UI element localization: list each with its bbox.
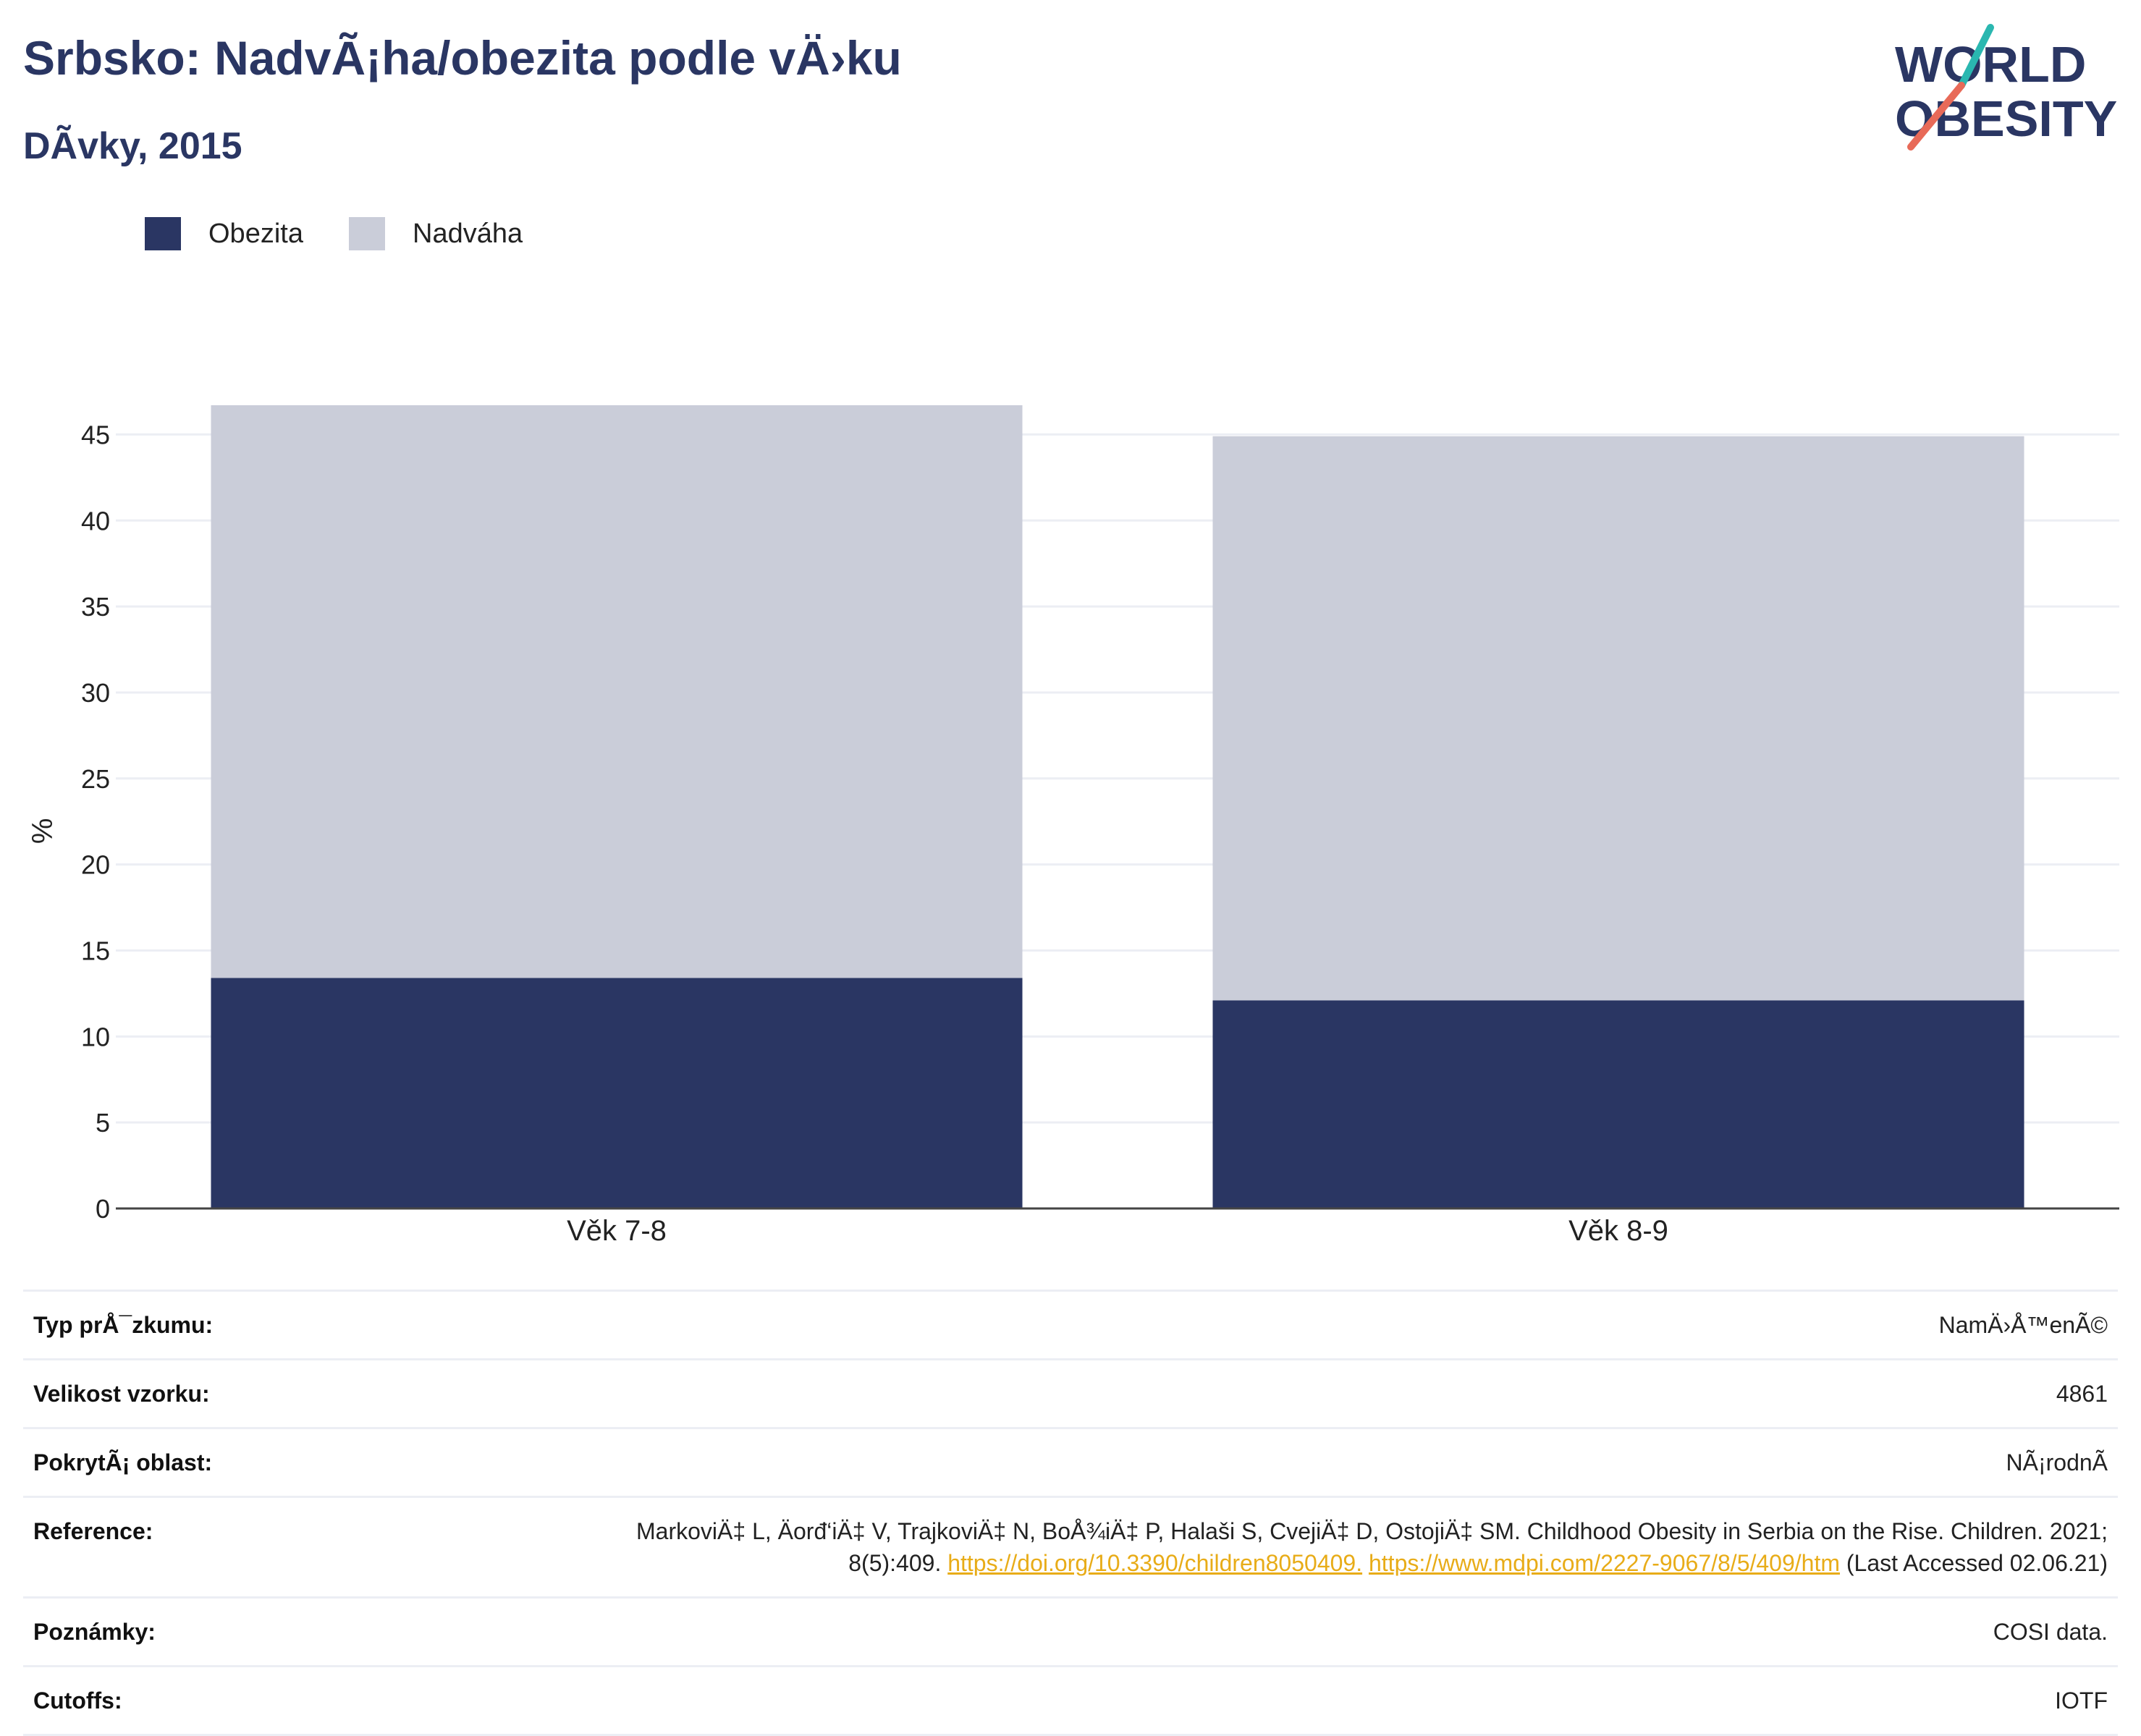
bar-nadvaha (211, 405, 1023, 978)
x-tick-label: Věk 7-8 (567, 1215, 667, 1247)
reference-text: MarkoviÄ‡ L, Äorđ‘iÄ‡ V, TrajkoviÄ‡ N, B… (636, 1518, 2108, 1576)
stacked-bar-chart: 0 5 10 15 20 25 30 35 40 45% Věk 7-8 Věk 8-9 (27, 405, 2119, 1247)
meta-row: PokrytÃ¡ oblast: NÃ¡rodnÃ­ (23, 1427, 2118, 1496)
bar-nadvaha (1212, 436, 2024, 1001)
bar-obezita (1212, 1000, 2024, 1208)
meta-row: Reference: MarkoviÄ‡ L, Äorđ‘iÄ‡ V, Trajk… (23, 1496, 2118, 1596)
y-tick-label: 20 (81, 850, 110, 880)
y-tick-label: 40 (81, 506, 110, 535)
meta-value: NamÄ›Å™enÃ© (1938, 1312, 2108, 1338)
meta-value: 4861 (2056, 1381, 2108, 1407)
y-tick-label: 35 (81, 592, 110, 622)
meta-row: Poznámky: COSI data. (23, 1596, 2118, 1665)
chart-subtitle: DÃ­vky, 2015 (23, 125, 242, 167)
meta-key: Cutoffs: (33, 1688, 122, 1714)
world-obesity-logo: WORLD OBESITY (1895, 24, 2117, 151)
reference-text: (Last Accessed 02.06.21) (1840, 1550, 2108, 1576)
metadata-table: Typ prÅ¯zkumu: NamÄ›Å™enÃ© Velikost vzorku… (23, 1290, 2118, 1736)
legend-item-nadvaha[interactable]: Nadváha (349, 216, 523, 252)
meta-key: Reference: (33, 1518, 153, 1544)
meta-row: Cutoffs: IOTF (23, 1665, 2118, 1736)
y-tick-label: 0 (96, 1194, 110, 1224)
svg-text:WORLD: WORLD (1895, 36, 2086, 93)
y-tick-label: 45 (81, 420, 110, 449)
x-tick-label: Věk 8-9 (1568, 1215, 1668, 1247)
meta-key: Velikost vzorku: (33, 1381, 210, 1407)
y-tick-label: 10 (81, 1022, 110, 1051)
y-tick-label: 15 (81, 936, 110, 965)
meta-key: Typ prÅ¯zkumu: (33, 1312, 214, 1338)
meta-key: PokrytÃ¡ oblast: (33, 1449, 213, 1475)
meta-key: Poznámky: (33, 1619, 156, 1645)
legend-swatch (349, 217, 385, 250)
meta-value: NÃ¡rodnÃ­ (2006, 1449, 2108, 1475)
y-tick-label: 30 (81, 678, 110, 708)
bar-obezita (211, 978, 1023, 1208)
meta-row: Typ prÅ¯zkumu: NamÄ›Å™enÃ© (23, 1290, 2118, 1358)
reference-link[interactable]: https://doi.org/10.3390/children8050409. (947, 1550, 1363, 1576)
legend-label: Nadváha (413, 218, 523, 249)
meta-value: COSI data. (1993, 1619, 2108, 1645)
legend-item-obezita[interactable]: Obezita (145, 216, 303, 252)
reference-text (1362, 1550, 1369, 1576)
y-axis-label: % (27, 818, 59, 844)
meta-value: MarkoviÄ‡ L, Äorđ‘iÄ‡ V, TrajkoviÄ‡ N, B… (588, 1515, 2108, 1579)
legend-swatch (145, 217, 181, 250)
svg-text:OBESITY: OBESITY (1895, 90, 2117, 147)
reference-link[interactable]: https://www.mdpi.com/2227-9067/8/5/409/h… (1368, 1550, 1840, 1576)
meta-row: Velikost vzorku: 4861 (23, 1358, 2118, 1427)
y-tick-label: 5 (96, 1108, 110, 1138)
y-tick-label: 25 (81, 764, 110, 794)
meta-value: IOTF (2055, 1688, 2108, 1714)
chart-title: Srbsko: NadvÃ¡ha/obezita podle vÄ›ku (23, 31, 902, 85)
legend-label: Obezita (208, 218, 303, 249)
